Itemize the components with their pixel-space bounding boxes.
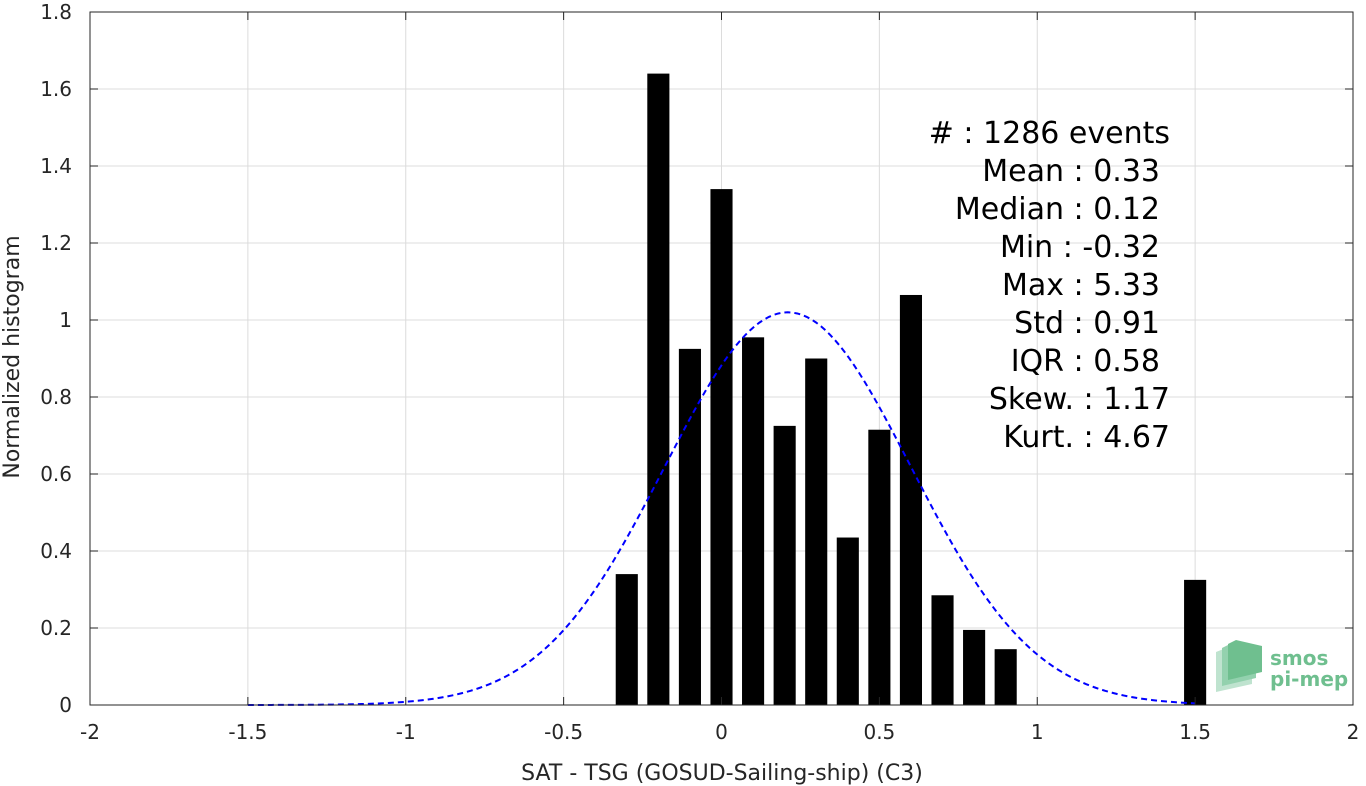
stat-line: Kurt. : 4.67 — [1003, 420, 1170, 455]
y-tick-label: 0.6 — [40, 462, 72, 486]
stat-line: Skew. : 1.17 — [989, 382, 1170, 417]
y-tick-label: 1 — [59, 308, 72, 332]
x-tick-label: 0.5 — [863, 720, 895, 744]
stat-line: Max : 5.33 — [1002, 268, 1160, 303]
y-tick-label: 0.8 — [40, 385, 72, 409]
stat-line: # : 1286 events — [929, 116, 1170, 151]
y-axis-label: Normalized histogram — [0, 235, 25, 478]
x-tick-label: 2 — [1347, 720, 1360, 744]
histogram-bar — [615, 574, 638, 705]
x-tick-label: 0 — [715, 720, 728, 744]
histogram-bar — [1184, 579, 1207, 705]
histogram-bar — [836, 537, 859, 705]
logo-text-smos: smos — [1270, 646, 1328, 670]
x-tick-label: 1 — [1031, 720, 1044, 744]
histogram-bars — [615, 73, 1207, 706]
smos-pimep-logo: smos pi-mep — [1216, 640, 1348, 692]
histogram-bar — [963, 629, 986, 705]
stat-line: Min : -0.32 — [1000, 230, 1160, 265]
x-tick-label: -1 — [396, 720, 416, 744]
logo-text-pimep: pi-mep — [1270, 667, 1348, 691]
histogram-bar — [931, 595, 954, 705]
x-tick-label: 1.5 — [1179, 720, 1211, 744]
y-tick-label: 0 — [59, 693, 72, 717]
histogram-bar — [647, 73, 670, 706]
y-tick-label: 0.2 — [40, 616, 72, 640]
y-tick-label: 1.2 — [40, 231, 72, 255]
x-tick-label: -2 — [80, 720, 100, 744]
x-tick-label: -1.5 — [228, 720, 267, 744]
y-tick-label: 1.4 — [40, 154, 72, 178]
histogram-bar — [742, 337, 765, 705]
histogram-bar — [994, 649, 1017, 705]
logo-emblem-icon — [1216, 640, 1262, 692]
histogram-bar — [678, 348, 701, 705]
y-tick-label: 0.4 — [40, 539, 72, 563]
histogram-bar — [899, 294, 923, 705]
normal-fit-curve — [247, 311, 1196, 706]
histogram-bar — [805, 358, 828, 705]
y-tick-label: 1.8 — [40, 0, 72, 24]
stat-line: Mean : 0.33 — [982, 154, 1160, 189]
histogram-bar — [710, 189, 733, 706]
stat-line: Std : 0.91 — [1014, 306, 1160, 341]
histogram-bar — [868, 429, 891, 705]
stat-line: Median : 0.12 — [955, 192, 1160, 227]
y-axis-ticks: 0 0.2 0.4 0.6 0.8 1 1.2 1.4 1.6 1.8 — [40, 0, 1353, 717]
histogram-bar — [773, 425, 796, 705]
x-tick-label: -0.5 — [544, 720, 583, 744]
y-tick-label: 1.6 — [40, 77, 72, 101]
x-axis-ticks: -2 -1.5 -1 -0.5 0 0.5 1 1.5 2 — [80, 12, 1359, 744]
x-axis-label: SAT - TSG (GOSUD-Sailing-ship) (C3) — [521, 761, 923, 786]
stat-line: IQR : 0.58 — [1011, 344, 1160, 379]
